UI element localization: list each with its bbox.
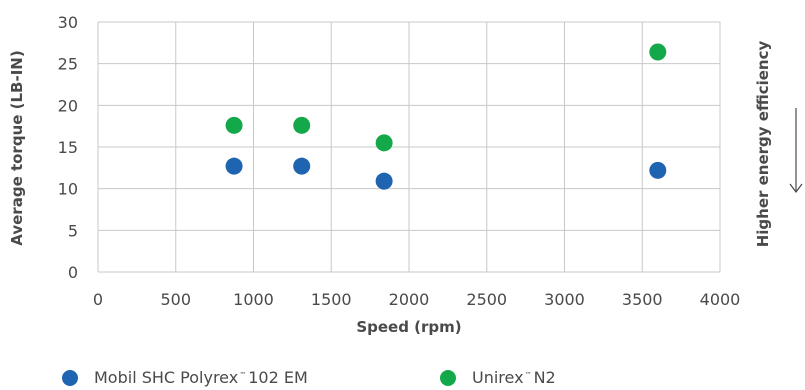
x-tick-label-1000: 1000: [233, 290, 274, 309]
data-point-series2-1: [225, 116, 243, 134]
y-tick-label-20: 20: [58, 96, 78, 115]
grid-lines: [97, 21, 721, 273]
data-point-series2-2: [293, 116, 311, 134]
x-tick-label-2500: 2500: [466, 290, 507, 309]
scatter-chart: 0 5 10 15 20 25 30 0 500 1000 1500 2000 2500 3000 350…: [8, 13, 803, 336]
legend-swatch-unirex: [440, 369, 456, 386]
legend-item-mobil: Mobil SHC Polyrex™ 102 EM: [62, 368, 440, 387]
x-tick-labels: 0 500 1000 1500 2000 2500 3000 3500 4000: [93, 290, 740, 309]
x-tick-label-3500: 3500: [622, 290, 663, 309]
x-tick-label-1500: 1500: [311, 290, 352, 309]
legend: Mobil SHC Polyrex™ 102 EM Unirex™ N2: [62, 368, 805, 387]
data-points: [225, 43, 667, 190]
legend-item-unirex: Unirex™ N2: [440, 368, 805, 387]
y-tick-label-30: 30: [58, 13, 78, 32]
data-point-series2-4: [649, 43, 667, 61]
legend-swatch-mobil: [62, 369, 78, 386]
data-point-series1-2: [293, 157, 311, 175]
data-point-series1-1: [225, 157, 243, 175]
y-axis-title: Average torque (LB-IN): [8, 50, 26, 245]
y-tick-label-5: 5: [68, 221, 78, 240]
x-tick-label-500: 500: [160, 290, 191, 309]
data-point-series2-3: [375, 134, 393, 152]
x-tick-label-2000: 2000: [389, 290, 430, 309]
x-tick-label-4000: 4000: [700, 290, 741, 309]
y-tick-label-10: 10: [58, 180, 78, 199]
y-tick-labels: 0 5 10 15 20 25 30: [58, 13, 78, 282]
efficiency-annotation: Higher energy efficiency: [754, 41, 772, 248]
y-tick-label-25: 25: [58, 55, 78, 74]
data-point-series1-4: [649, 161, 667, 179]
x-axis-title: Speed (rpm): [356, 318, 461, 336]
x-tick-label-0: 0: [93, 290, 103, 309]
y-tick-label-0: 0: [68, 263, 78, 282]
legend-label-mobil: Mobil SHC Polyrex™ 102 EM: [94, 368, 308, 387]
data-point-series1-3: [375, 172, 393, 190]
legend-label-unirex: Unirex™ N2: [472, 368, 556, 387]
y-tick-label-15: 15: [58, 138, 78, 157]
x-tick-label-3000: 3000: [544, 290, 585, 309]
down-arrow-icon: [789, 108, 803, 193]
